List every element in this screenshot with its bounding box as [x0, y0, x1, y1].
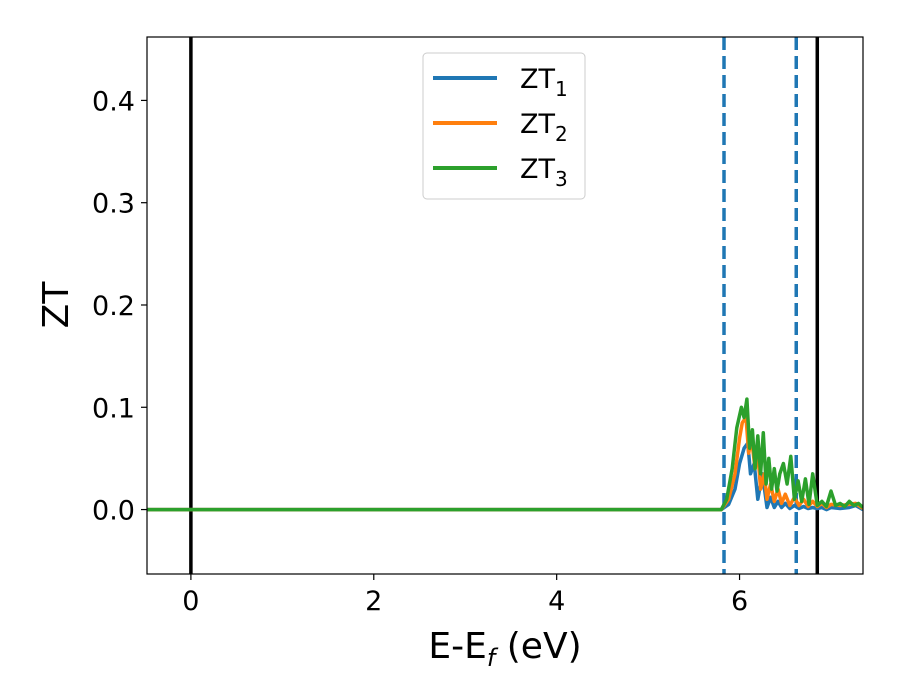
x-tick-label: 2 [365, 586, 382, 617]
x-tick-label: 4 [548, 586, 565, 617]
legend-label-sub: 3 [555, 167, 568, 191]
y-tick-label: 0.0 [92, 496, 135, 527]
legend-label-main: ZT [520, 109, 555, 140]
legend-label-zt3: ZT3 [520, 154, 568, 191]
y-tick-label: 0.2 [92, 291, 135, 322]
y-tick-label: 0.3 [92, 189, 135, 220]
series-lines [147, 397, 863, 512]
x-axis-ticks: 0 2 4 6 [182, 574, 748, 617]
x-axis-label: E-Ef (eV) [428, 626, 581, 672]
legend-label-sub: 2 [555, 122, 568, 146]
legend-label-zt1: ZT1 [520, 64, 568, 101]
legend-label-zt2: ZT2 [520, 109, 568, 146]
series-line-zt1 [147, 441, 863, 512]
legend-label-main: ZT [520, 154, 555, 185]
x-tick-label: 6 [731, 586, 748, 617]
x-axis-label-main: E-E [428, 626, 486, 667]
series-line-zt3 [147, 397, 863, 512]
legend-box [422, 52, 586, 200]
y-axis-label: ZT [36, 281, 77, 329]
x-axis-label-unit: (eV) [495, 626, 581, 667]
y-tick-label: 0.1 [92, 393, 135, 424]
y-tick-label: 0.4 [92, 86, 135, 117]
y-axis-ticks: 0.0 0.1 0.2 0.3 0.4 [92, 86, 147, 527]
x-tick-label: 0 [182, 586, 199, 617]
legend-label-sub: 1 [555, 77, 568, 101]
legend-label-main: ZT [520, 64, 555, 95]
